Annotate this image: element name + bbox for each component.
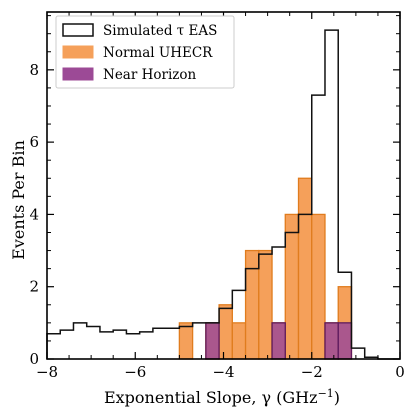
bar-near-horizon [337, 322, 353, 360]
x-tick-label: −4 [212, 363, 234, 381]
legend-swatch-simulated-eas [62, 23, 94, 37]
bar-normal-uhecr [218, 304, 233, 360]
y-tick-label: 2 [29, 278, 39, 296]
legend: Simulated τ EAS Normal UHECR Near Horizon [55, 15, 235, 89]
legend-label-normal-uhecr: Normal UHECR [103, 45, 213, 61]
y-tick-label: 0 [29, 350, 39, 368]
bar-normal-uhecr [311, 213, 326, 360]
legend-box [55, 15, 235, 89]
y-tick-label: 6 [29, 133, 39, 151]
bar-normal-uhecr [258, 249, 273, 360]
bar-normal-uhecr [231, 322, 247, 360]
bar-near-horizon [205, 322, 220, 360]
x-tick-label: 0 [395, 363, 405, 381]
bars-layer [178, 177, 353, 360]
bar-near-horizon [324, 322, 339, 360]
x-axis-label: Exponential Slope, γ (GHz−1) [104, 387, 340, 407]
x-tick-label: −6 [124, 363, 146, 381]
legend-swatch-near-horizon [62, 67, 94, 81]
step-line-simulated-tau-eas [46, 29, 400, 360]
bar-normal-uhecr [284, 213, 300, 360]
bar-normal-uhecr [297, 177, 313, 360]
y-axis-label: Events Per Bin [9, 140, 28, 260]
x-tick-label: −8 [36, 363, 58, 381]
bar-normal-uhecr [244, 249, 260, 360]
legend-label-near-horizon: Near Horizon [103, 67, 197, 83]
legend-swatch-normal-uhecr [62, 45, 94, 59]
y-tick-label: 8 [29, 61, 39, 79]
x-tick-label: −2 [301, 363, 323, 381]
axis-ticks [46, 12, 401, 360]
bar-normal-uhecr [178, 322, 194, 360]
step-layer [46, 29, 400, 360]
legend-label-simulated-eas: Simulated τ EAS [103, 23, 217, 39]
tick-labels: −8 −6 −4 −2 0 0 2 4 6 8 [29, 61, 404, 381]
bar-near-horizon [271, 322, 286, 360]
y-tick-label: 4 [29, 205, 39, 223]
